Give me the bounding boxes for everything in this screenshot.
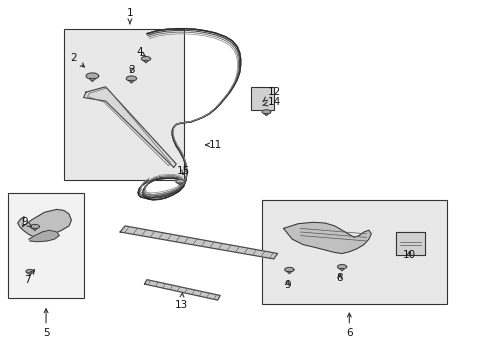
Polygon shape (30, 224, 40, 229)
Polygon shape (339, 269, 344, 271)
Polygon shape (264, 113, 268, 116)
Polygon shape (144, 280, 220, 300)
Text: 6: 6 (346, 313, 352, 338)
Polygon shape (32, 228, 37, 231)
Polygon shape (286, 271, 291, 274)
Polygon shape (120, 226, 277, 259)
Polygon shape (86, 73, 99, 79)
Text: 7: 7 (24, 270, 34, 285)
Polygon shape (128, 80, 134, 83)
Polygon shape (18, 210, 71, 237)
Text: 1: 1 (126, 8, 133, 24)
Text: 8: 8 (336, 273, 342, 283)
Text: 14: 14 (262, 97, 281, 107)
Text: 4: 4 (136, 47, 145, 57)
Polygon shape (29, 230, 59, 242)
Text: 2: 2 (70, 53, 84, 67)
Text: 12: 12 (263, 87, 281, 102)
Polygon shape (176, 179, 184, 184)
Polygon shape (395, 232, 424, 255)
Polygon shape (178, 183, 182, 185)
Polygon shape (26, 269, 34, 274)
Polygon shape (283, 222, 370, 253)
Polygon shape (143, 60, 148, 63)
Text: 3: 3 (128, 64, 134, 75)
Text: 9: 9 (22, 217, 31, 227)
Polygon shape (28, 273, 32, 275)
Polygon shape (285, 267, 293, 272)
Text: 13: 13 (174, 293, 187, 310)
Polygon shape (262, 110, 270, 114)
Text: 9: 9 (284, 280, 290, 290)
Polygon shape (89, 78, 95, 81)
Polygon shape (83, 87, 176, 167)
Polygon shape (337, 265, 346, 269)
Polygon shape (141, 57, 150, 61)
Bar (250, 87, 274, 110)
Polygon shape (126, 76, 136, 81)
Bar (261, 200, 446, 304)
Text: 5: 5 (42, 309, 49, 338)
Text: 11: 11 (205, 140, 222, 150)
Text: 10: 10 (402, 249, 415, 260)
Bar (64, 30, 183, 180)
Bar (8, 193, 83, 298)
Text: 15: 15 (177, 166, 190, 176)
